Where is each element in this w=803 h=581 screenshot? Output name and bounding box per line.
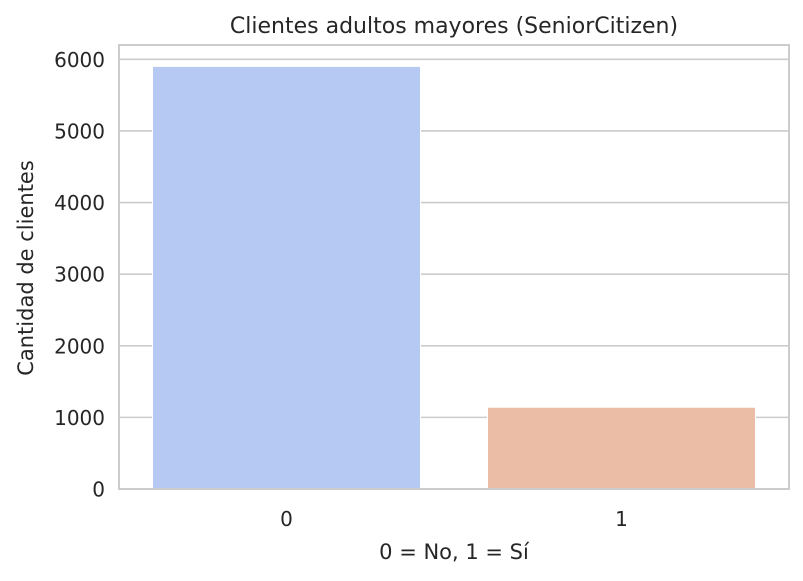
- y-tick-label: 4000: [54, 191, 105, 215]
- x-axis-label: 0 = No, 1 = Sí: [379, 540, 530, 564]
- y-tick-label: 0: [92, 478, 105, 502]
- y-tick-label: 5000: [54, 119, 105, 143]
- y-tick-label: 3000: [54, 263, 105, 287]
- y-tick-label: 1000: [54, 406, 105, 430]
- plot-frame: [118, 44, 790, 490]
- chart-title: Clientes adultos mayores (SeniorCitizen): [230, 14, 678, 39]
- bars: [152, 65, 756, 490]
- bar-1: [487, 406, 756, 490]
- bar-0: [152, 65, 421, 490]
- x-tick-label: 0: [280, 507, 293, 531]
- axes-spines: [118, 44, 790, 490]
- x-tick-label: 1: [615, 507, 628, 531]
- y-tick-label: 2000: [54, 334, 105, 358]
- y-tick-label: 6000: [54, 48, 105, 72]
- y-tick-labels: 0 1000 2000 3000 4000 5000 6000: [54, 48, 105, 502]
- y-axis-label: Cantidad de clientes: [14, 160, 38, 376]
